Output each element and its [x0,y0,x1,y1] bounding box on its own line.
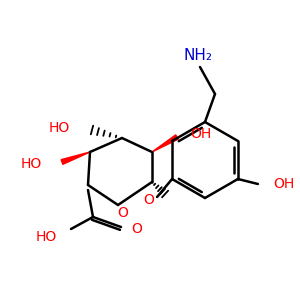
Text: O: O [144,193,154,207]
Text: NH₂: NH₂ [184,47,212,62]
Text: OH: OH [273,177,294,191]
Text: HO: HO [49,121,70,135]
Polygon shape [61,152,90,164]
Text: HO: HO [36,230,57,244]
Text: O: O [131,222,142,236]
Text: HO: HO [21,157,42,171]
Text: O: O [118,206,128,220]
Polygon shape [152,135,178,152]
Text: OH: OH [190,127,211,141]
